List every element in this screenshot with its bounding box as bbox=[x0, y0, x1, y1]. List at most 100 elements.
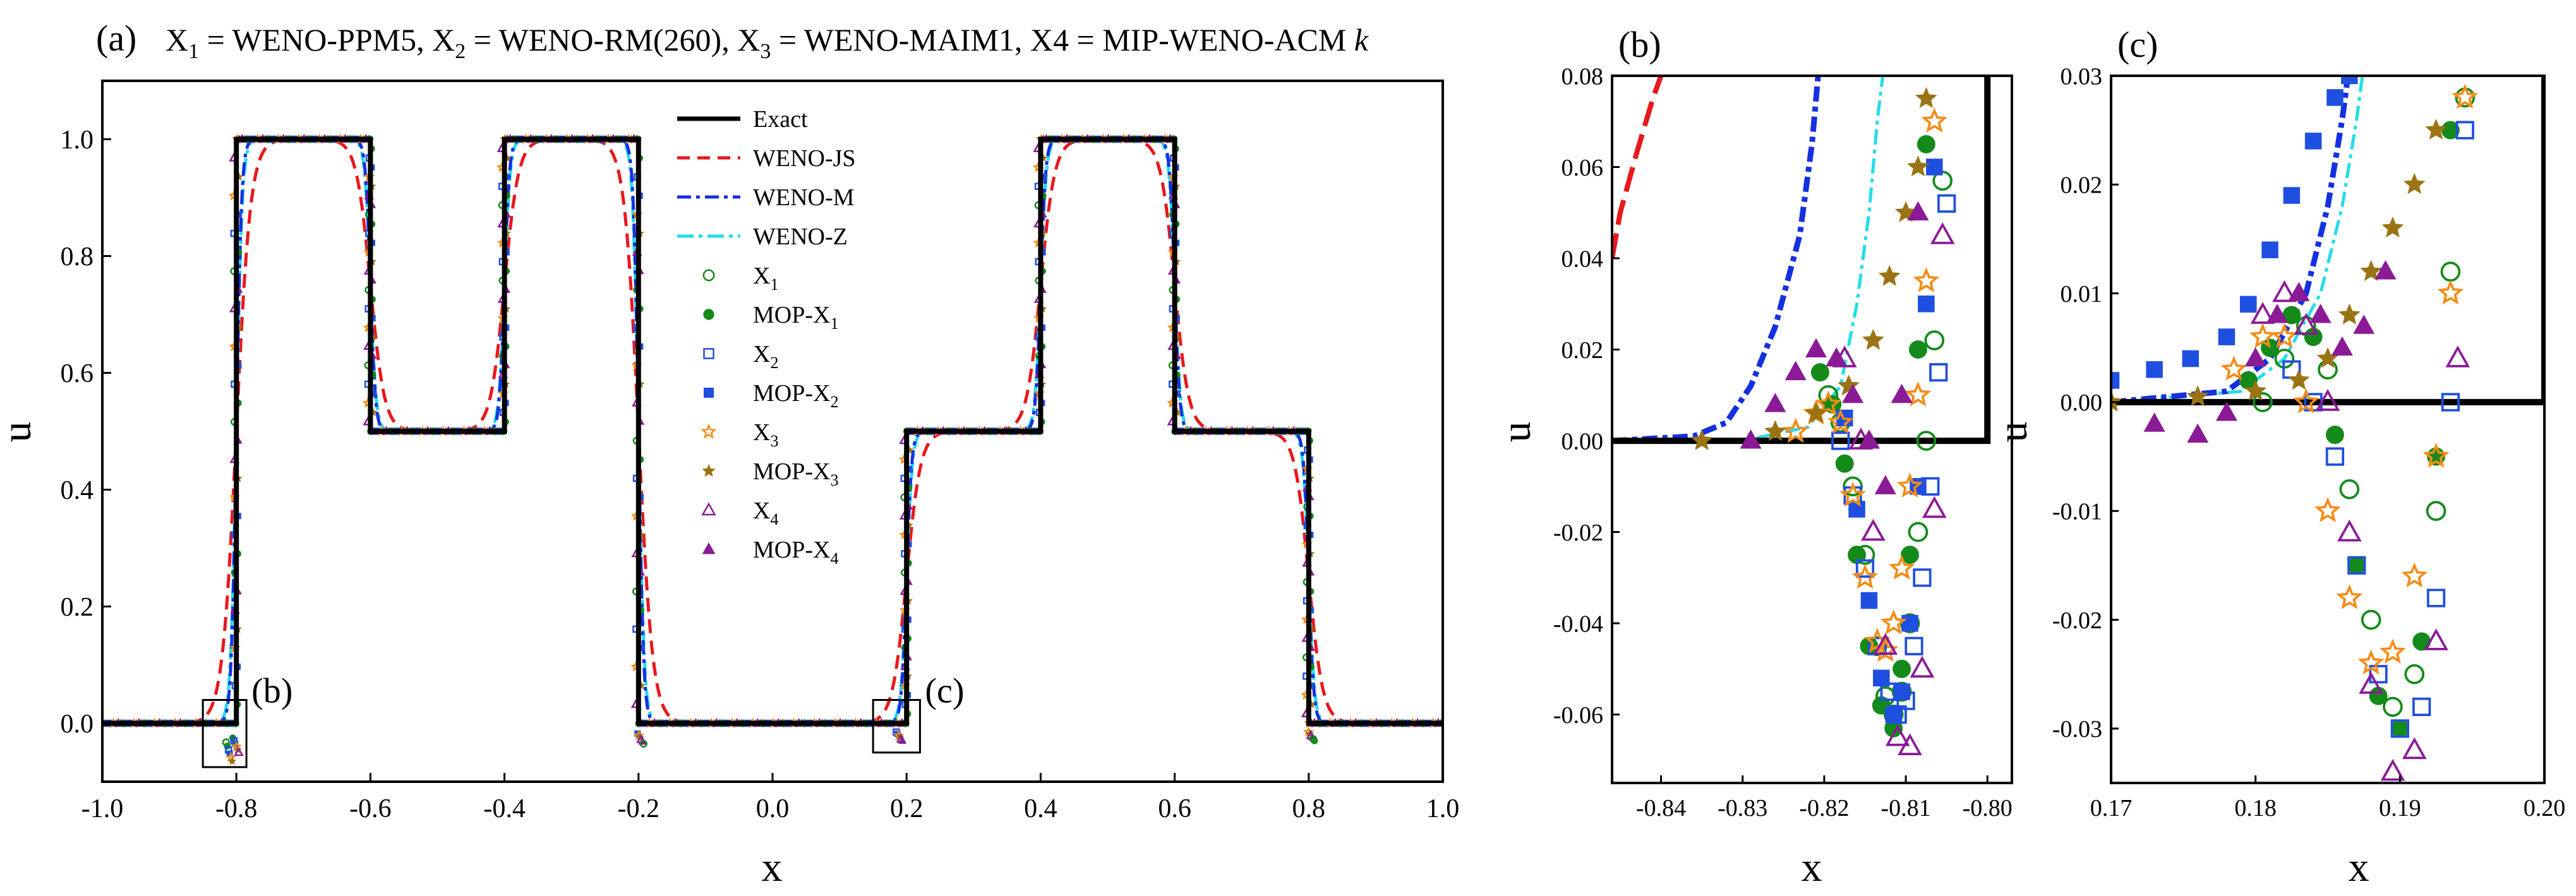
panel-c-point-x4 bbox=[2424, 628, 2448, 650]
panel-b-point-mop-x2 bbox=[1860, 592, 1878, 609]
zoom-box-c bbox=[872, 699, 921, 754]
panel-c-point-x3 bbox=[2292, 388, 2320, 414]
panel-c-xtick-label: 0.19 bbox=[2379, 795, 2421, 821]
zoom-box-label: (b) bbox=[251, 672, 292, 711]
panel-c-series-weno-m bbox=[2111, 76, 2351, 405]
panel-c-plot-area bbox=[2111, 76, 2544, 781]
panel-c-point-x2 bbox=[2390, 719, 2409, 738]
point-mop-x3 bbox=[227, 756, 237, 765]
panel-c-point-mop-x4 bbox=[2143, 412, 2165, 432]
panel-a-xtick-label: -0.6 bbox=[349, 794, 392, 823]
panel-c-point-x3 bbox=[2336, 584, 2363, 609]
panel-b-point-x2 bbox=[1937, 194, 1956, 213]
panel-b-point-x3 bbox=[1913, 267, 1940, 292]
panel-b-xtick-label: -0.83 bbox=[1718, 795, 1767, 821]
panel-c-ylabel: u bbox=[1990, 422, 2036, 443]
panel-b-point-x2 bbox=[1929, 363, 1948, 382]
legend-item-mop-x4: MOP-X4 bbox=[702, 537, 838, 568]
panel-b-point-mop-x3 bbox=[1907, 155, 1929, 177]
panel-b-point-mop-x3 bbox=[1805, 402, 1827, 423]
panel-a-ytick-label: 0.8 bbox=[61, 242, 94, 272]
panel-c-point-x3 bbox=[2452, 83, 2479, 109]
panel-b-ytick-label: 0.08 bbox=[1562, 63, 1604, 90]
panel-b-series-weno-js bbox=[1612, 76, 1664, 259]
panel-c-point-mop-x4 bbox=[2215, 402, 2237, 421]
panel-a-xtick-label: -0.2 bbox=[618, 794, 660, 823]
panel-a-ytick-label: 0.2 bbox=[61, 593, 94, 622]
panel-c-xlabel: x bbox=[2349, 844, 2369, 890]
panel-b-point-mop-x2 bbox=[1901, 614, 1918, 632]
panel-a-xtick-label: 0.2 bbox=[890, 794, 924, 823]
panel-c-point-x2 bbox=[2325, 447, 2345, 466]
legend-item-x4: X4 bbox=[701, 498, 778, 529]
panel-c-point-mop-x4 bbox=[2331, 336, 2353, 356]
panel-a-xtick-label: 0.0 bbox=[756, 794, 790, 823]
panel-b-ytick-label: 0.06 bbox=[1562, 155, 1604, 181]
panel-b-point-mop-x4 bbox=[1764, 393, 1786, 412]
legend-item-exact: Exact bbox=[677, 106, 808, 133]
panel-c-point-x4 bbox=[2272, 280, 2297, 302]
panel-b-point-x4 bbox=[1873, 633, 1898, 655]
panel-b-point-x3 bbox=[1880, 609, 1907, 635]
panel-c-ytick-label: 0.00 bbox=[2061, 390, 2103, 416]
panel-c-point-x1 bbox=[2339, 479, 2360, 499]
legend-swatch bbox=[701, 502, 716, 516]
panel-c-point-mop-x3 bbox=[2381, 216, 2404, 238]
panel-c-xtick-label: 0.18 bbox=[2234, 795, 2277, 821]
panel-c-point-x3 bbox=[2357, 649, 2385, 675]
panel-b-point-mop-x3 bbox=[1862, 328, 1884, 350]
panel-b-point-mop-x1 bbox=[1917, 134, 1935, 153]
legend-item-weno-js: WENO-JS bbox=[677, 145, 856, 172]
panel-c-ytick-label: 0.02 bbox=[2061, 172, 2103, 199]
panel-c-point-mop-x2 bbox=[2261, 241, 2278, 258]
panel-b-point-mop-x3 bbox=[1915, 87, 1937, 108]
panel-c-point-mop-x1 bbox=[2304, 328, 2323, 346]
panel-a-label: (a) bbox=[96, 18, 136, 59]
panel-a-xtick-label: 0.8 bbox=[1292, 794, 1326, 823]
panel-c-point-mop-x2 bbox=[2304, 133, 2322, 150]
panel-b-point-mop-x1 bbox=[1908, 340, 1927, 359]
legend-swatch bbox=[702, 463, 716, 477]
panel-a-ytick-label: 0.6 bbox=[61, 359, 94, 388]
panel-c-point-mop-x4 bbox=[2187, 423, 2209, 443]
panel-b-point-mop-x2 bbox=[1885, 706, 1902, 723]
panel-c-point-x3 bbox=[2423, 443, 2450, 468]
panel-b-xtick-label: -0.80 bbox=[1963, 795, 2013, 821]
panel-b-point-x4 bbox=[1930, 222, 1955, 244]
legend-label: X3 bbox=[753, 419, 778, 450]
panel-a-xtick-label: -0.4 bbox=[483, 794, 526, 823]
panel-c-point-mop-x3 bbox=[2244, 379, 2267, 401]
panel-b-point-mop-x3 bbox=[1690, 429, 1713, 450]
panel-c-point-x4 bbox=[2359, 672, 2383, 694]
panel-b-ytick-label: 0.02 bbox=[1562, 337, 1604, 364]
panel-b-point-mop-x4 bbox=[1907, 201, 1929, 221]
legend-label: MOP-X4 bbox=[753, 537, 838, 568]
panel-c-point-x2 bbox=[2441, 393, 2460, 412]
panel-b-point-x4 bbox=[1885, 724, 1910, 746]
legend-label: MOP-X2 bbox=[753, 380, 838, 411]
panel-b-point-mop-x2 bbox=[1926, 158, 1943, 176]
panel-c-point-mop-x1 bbox=[2390, 719, 2409, 738]
panel-c-point-x3 bbox=[2437, 279, 2464, 305]
panel-c-point-x4 bbox=[2402, 737, 2427, 760]
panel-b-series-weno-z bbox=[1612, 76, 1884, 443]
panel-b-point-mop-x1 bbox=[1901, 546, 1919, 564]
panel-c-point-mop-x2 bbox=[2326, 89, 2344, 106]
legend-label: Exact bbox=[753, 106, 808, 133]
panel-c-point-x1 bbox=[2404, 664, 2425, 684]
legend-item-x3: X3 bbox=[701, 419, 778, 450]
panel-b: -0.84 -0.83 -0.82 -0.81 -0.80 -0.06 -0.04 -0.02… bbox=[1493, 24, 2013, 890]
panel-c-point-x4 bbox=[2337, 519, 2362, 542]
legend-label: X2 bbox=[753, 341, 778, 372]
panel-b-point-x4 bbox=[1861, 518, 1886, 541]
panel-c-point-x4 bbox=[2250, 302, 2275, 324]
panel-c-point-mop-x1 bbox=[2369, 686, 2388, 705]
panel-c-point-x4 bbox=[2294, 313, 2319, 335]
panel-b-point-x1 bbox=[1908, 522, 1929, 542]
panel-a-xtick-label: 1.0 bbox=[1426, 794, 1460, 823]
panel-c-point-mop-x3 bbox=[2360, 260, 2383, 281]
panel-b-point-mop-x4 bbox=[1891, 383, 1913, 403]
series-exact bbox=[102, 136, 1443, 726]
zoom-box-b bbox=[202, 699, 248, 768]
panel-a-xtick-label: 0.4 bbox=[1024, 794, 1057, 823]
